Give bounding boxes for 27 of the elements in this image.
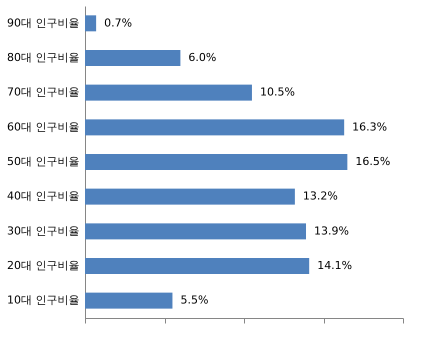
- bar: [85, 188, 295, 205]
- data-label: 10.5%: [260, 86, 295, 99]
- y-tick-label: 60대 인구비율: [7, 120, 80, 134]
- bar: [85, 223, 306, 240]
- bar: [85, 15, 96, 32]
- bar: [85, 258, 310, 274]
- data-label: 6.0%: [188, 51, 216, 64]
- bar: [85, 50, 180, 66]
- y-tick-label: 80대 인구비율: [7, 51, 80, 64]
- y-tick-label: 50대 인구비율: [7, 155, 80, 168]
- data-label: 13.9%: [314, 224, 349, 238]
- y-tick-label: 10대 인구비율: [7, 294, 80, 307]
- bar: [85, 84, 252, 101]
- y-tick-label: 40대 인구비율: [7, 190, 80, 203]
- y-tick-label: 20대 인구비율: [7, 259, 80, 272]
- data-label: 16.3%: [352, 120, 388, 134]
- data-label: 0.7%: [104, 16, 132, 30]
- bar: [85, 119, 344, 136]
- bar: [85, 154, 348, 170]
- data-label: 5.5%: [180, 294, 208, 307]
- data-label: 14.1%: [317, 259, 352, 272]
- bar: [85, 292, 172, 309]
- y-tick-label: 90대 인구비율: [7, 16, 80, 30]
- y-tick-label: 30대 인구비율: [7, 224, 80, 238]
- data-label: 16.5%: [355, 155, 390, 168]
- data-label: 13.2%: [302, 190, 338, 203]
- y-tick-label: 70대 인구비율: [7, 86, 80, 99]
